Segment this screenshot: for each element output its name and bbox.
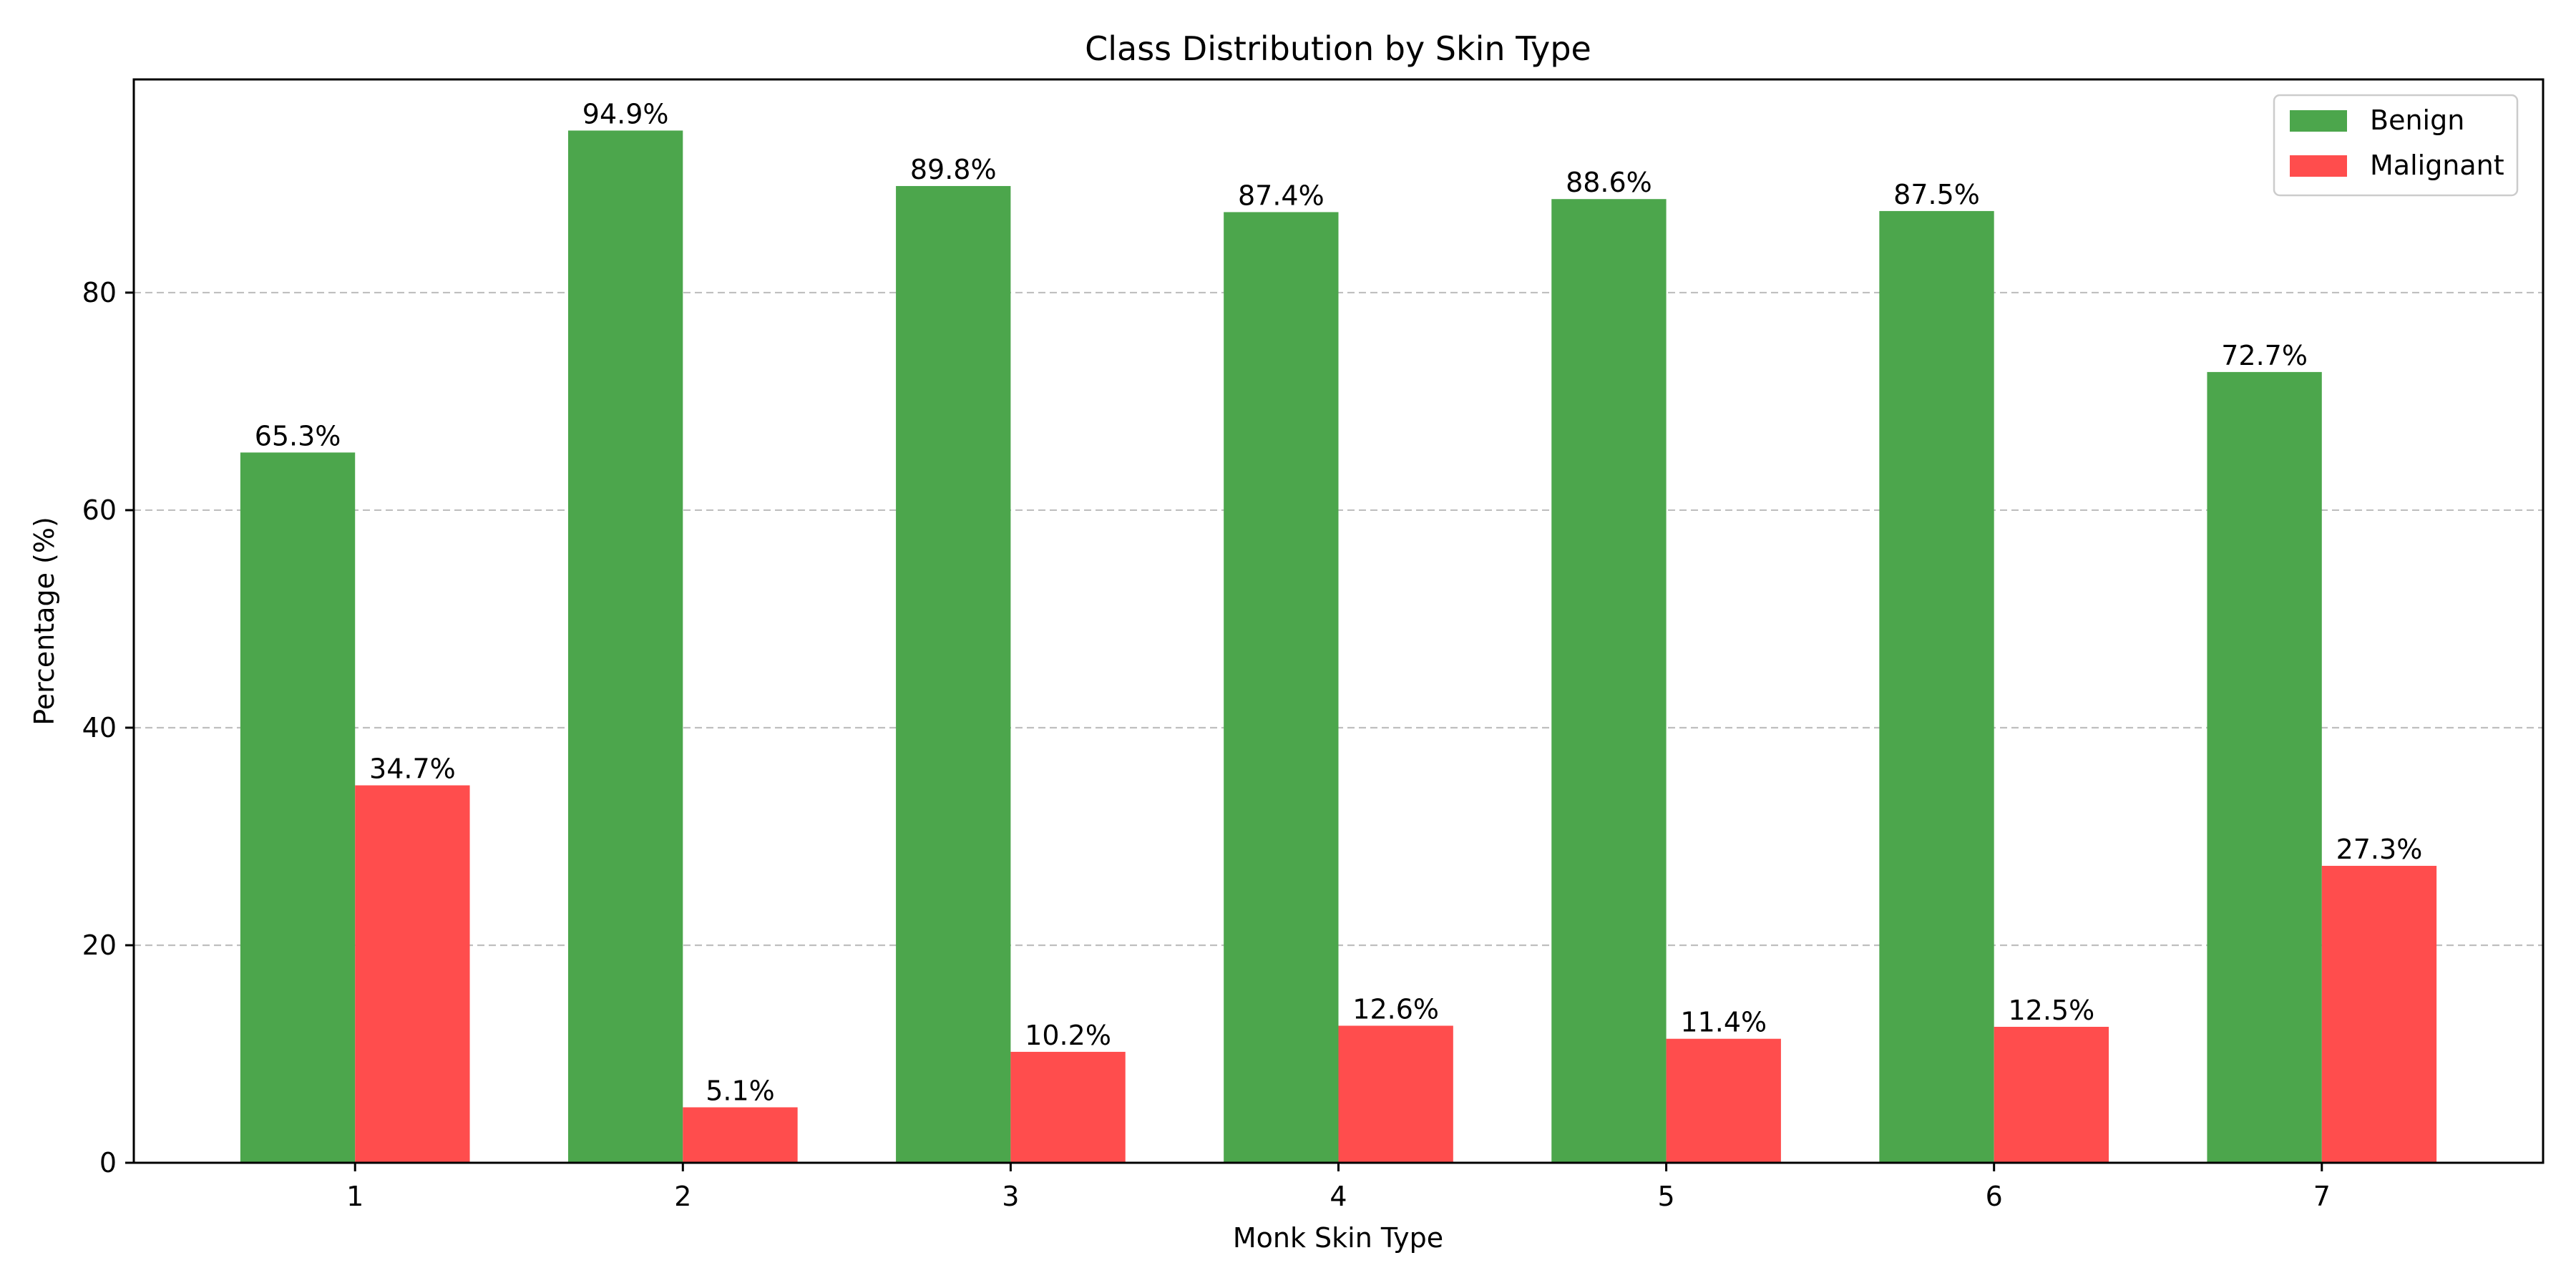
data-label-malignant-2: 5.1% [706, 1075, 775, 1106]
data-label-benign-2: 94.9% [582, 98, 669, 130]
y-tick-label: 80 [82, 277, 117, 308]
data-label-malignant-1: 34.7% [369, 753, 456, 785]
data-label-benign-4: 87.4% [1238, 180, 1324, 211]
data-label-benign-7: 72.7% [2221, 340, 2308, 371]
y-axis-ticks: 0 20 40 60 80 [82, 277, 134, 1179]
data-labels: 65.3% 94.9% 89.8% 87.4% 88.6% 87.5% 72.7% 34.7%… [255, 98, 2423, 1106]
y-tick-label: 60 [82, 494, 117, 526]
data-label-malignant-3: 10.2% [1025, 1020, 1111, 1051]
x-axis-title: Monk Skin Type [1233, 1222, 1443, 1254]
bar-benign-1 [240, 452, 356, 1163]
x-tick-label: 4 [1330, 1181, 1347, 1212]
data-label-benign-3: 89.8% [910, 154, 997, 185]
chart-title: Class Distribution by Skin Type [1085, 29, 1591, 68]
legend: Benign Malignant [2273, 94, 2519, 197]
x-tick-label: 1 [346, 1181, 364, 1212]
bar-benign-2 [567, 130, 683, 1163]
legend-swatch-malignant [2290, 155, 2347, 177]
bar-benign-7 [2207, 371, 2322, 1163]
data-label-malignant-6: 12.5% [2008, 995, 2094, 1026]
y-tick-label: 0 [99, 1147, 117, 1179]
bar-benign-4 [1224, 212, 1339, 1163]
bar-malignant-6 [1994, 1026, 2109, 1163]
y-axis-title: Percentage (%) [29, 517, 60, 726]
bar-malignant-2 [683, 1107, 798, 1163]
bar-malignant-4 [1338, 1025, 1453, 1163]
x-tick-label: 3 [1002, 1181, 1019, 1212]
x-tick-label: 5 [1658, 1181, 1675, 1212]
data-label-benign-1: 65.3% [255, 420, 341, 452]
x-tick-label: 2 [674, 1181, 691, 1212]
legend-swatch-benign [2290, 110, 2347, 132]
x-tick-label: 6 [1986, 1181, 2003, 1212]
data-label-benign-6: 87.5% [1893, 179, 1980, 210]
bars [240, 130, 2437, 1163]
legend-label-malignant: Malignant [2370, 150, 2504, 181]
bar-malignant-5 [1666, 1038, 1781, 1163]
bar-malignant-7 [2321, 866, 2437, 1163]
x-tick-label: 7 [2313, 1181, 2331, 1212]
bar-benign-6 [1879, 210, 1994, 1163]
data-label-malignant-5: 11.4% [1680, 1007, 1767, 1038]
data-label-benign-5: 88.6% [1566, 167, 1652, 198]
bar-malignant-3 [1010, 1051, 1126, 1163]
data-label-malignant-4: 12.6% [1352, 993, 1439, 1025]
x-axis-ticks: 1 2 3 4 5 6 7 [346, 1163, 2331, 1212]
y-tick-label: 20 [82, 930, 117, 961]
data-label-malignant-7: 27.3% [2336, 834, 2423, 865]
bar-benign-5 [1551, 199, 1667, 1163]
y-tick-label: 40 [82, 712, 117, 743]
bar-benign-3 [896, 185, 1011, 1163]
legend-label-benign: Benign [2370, 104, 2464, 136]
bar-malignant-1 [355, 785, 470, 1163]
